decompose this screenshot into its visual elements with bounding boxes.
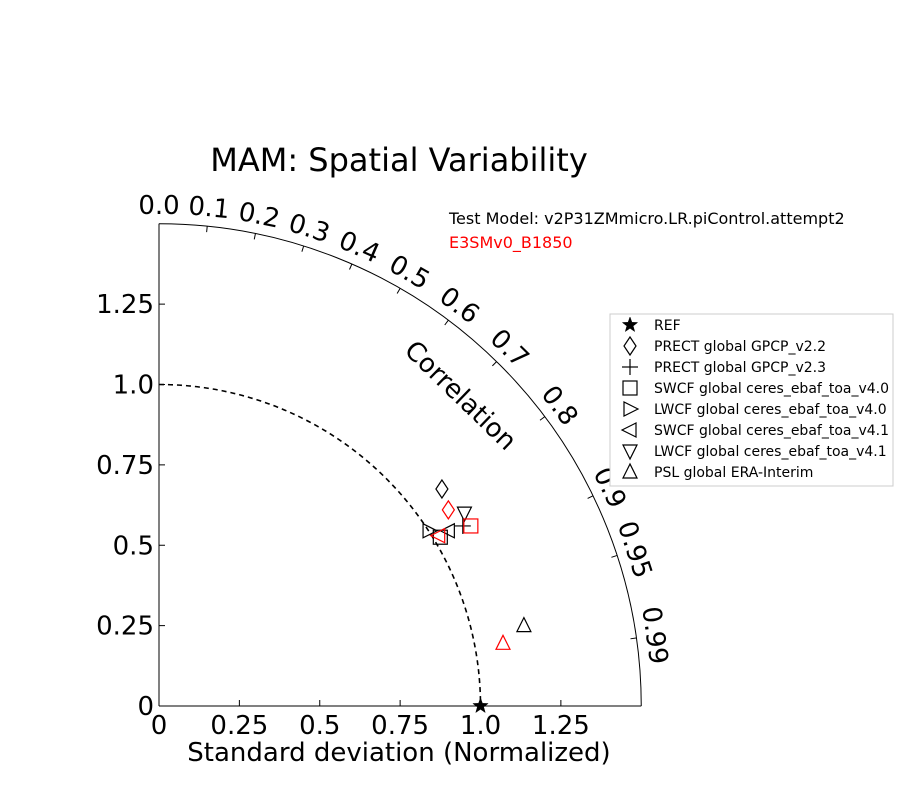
- data-point: [422, 522, 439, 539]
- data-point: [441, 499, 456, 520]
- correlation-tick-label: 0.7: [484, 324, 535, 374]
- correlation-tick-mark: [630, 637, 637, 640]
- legend-marker: [622, 380, 638, 396]
- correlation-tick-mark: [492, 361, 497, 367]
- y-tick-label: 0.5: [113, 531, 154, 561]
- x-axis-label: Standard deviation (Normalized): [187, 738, 610, 768]
- data-point: [463, 518, 479, 534]
- correlation-tick-mark: [587, 495, 594, 499]
- plot-frame: [158, 223, 642, 707]
- correlation-tick-label: 0.6: [434, 281, 485, 330]
- data-point: [439, 522, 455, 539]
- legend-marker: [621, 316, 639, 333]
- correlation-tick-label: 0.4: [334, 225, 384, 269]
- legend-label: PSL global ERA-Interim: [654, 465, 813, 481]
- correlation-tick-mark: [206, 226, 208, 233]
- x-tick-label: 0.25: [210, 711, 268, 741]
- correlation-tick-label: 0.5: [384, 249, 435, 296]
- y-tick-label: 0: [137, 692, 154, 722]
- legend-label: PRECT global GPCP_v2.3: [654, 360, 826, 376]
- data-points: [422, 478, 532, 650]
- data-point: [454, 517, 471, 534]
- correlation-tick-label: 0.8: [535, 380, 584, 431]
- y-tick-label: 1.0: [113, 371, 154, 401]
- x-tick-label: 0.75: [371, 711, 429, 741]
- outer-arc: [158, 223, 642, 707]
- chart-title: MAM: Spatial Variability: [210, 141, 588, 179]
- y-tick-label: 1.25: [96, 290, 154, 320]
- legend-marker: [623, 401, 640, 417]
- correlation-tick-label: 0.1: [187, 191, 231, 225]
- reference-std-arc: [158, 383, 482, 707]
- x-axis-ticks: 0 0.25 0.5 0.75 1.0 1.25: [151, 700, 590, 741]
- correlation-ticks: 0.0 0.1 0.2 0.3 0.40.50.60.70.80.90.950.99: [138, 191, 673, 666]
- correlation-tick-label: 0.3: [285, 208, 333, 249]
- data-point: [495, 633, 511, 650]
- legend-marker: [620, 422, 637, 438]
- data-point: [435, 478, 449, 500]
- data-point: [456, 506, 473, 523]
- legend-marker: [622, 359, 638, 375]
- legend-label: LWCF global ceres_ebaf_toa_v4.0: [654, 402, 887, 418]
- model-label-test: Test Model: v2P31ZMmicro.LR.piControl.at…: [448, 209, 845, 228]
- legend-box: [609, 313, 894, 487]
- reference-point: [472, 697, 489, 714]
- legend-marker: [623, 335, 637, 357]
- y-axis-ticks: 0 0.25 0.5 0.75 1.0 1.25: [96, 290, 165, 722]
- legend-marker: [622, 444, 638, 461]
- model-label-e3smv0: E3SMv0_B1850: [449, 233, 573, 253]
- x-tick-label: 0.5: [299, 711, 340, 741]
- correlation-tick-label: 0.2: [236, 197, 283, 235]
- correlation-tick-mark: [253, 233, 256, 240]
- y-tick-label: 0.75: [96, 451, 154, 481]
- legend-label: REF: [654, 318, 681, 334]
- data-point: [515, 616, 532, 633]
- legend-marker: [622, 462, 638, 479]
- reference-star: [472, 697, 489, 714]
- reference-arc-line: [158, 383, 482, 707]
- correlation-tick-mark: [444, 319, 449, 326]
- correlation-tick-mark: [349, 263, 353, 270]
- correlation-tick-mark: [611, 554, 618, 558]
- legend-label: PRECT global GPCP_v2.2: [654, 339, 826, 355]
- legend: REF PRECT global GPCP_v2.2 PRECT global GP…: [609, 313, 894, 487]
- x-tick-label: 0: [151, 711, 168, 741]
- x-tick-label: 1.25: [532, 711, 590, 741]
- correlation-tick-mark: [539, 416, 546, 421]
- correlation-tick-label: 0.99: [635, 605, 673, 667]
- x-tick-label: 1.0: [460, 711, 501, 741]
- correlation-tick-label: 0.0: [138, 191, 179, 221]
- correlation-tick-label: 0.95: [611, 518, 658, 582]
- data-point: [429, 527, 446, 544]
- legend-label: SWCF global ceres_ebaf_toa_v4.0: [654, 381, 889, 397]
- y-tick-label: 0.25: [96, 612, 154, 642]
- correlation-tick-mark: [301, 245, 305, 252]
- correlation-tick-mark: [396, 288, 401, 294]
- legend-label: SWCF global ceres_ebaf_toa_v4.1: [654, 423, 889, 439]
- legend-label: LWCF global ceres_ebaf_toa_v4.1: [654, 444, 887, 460]
